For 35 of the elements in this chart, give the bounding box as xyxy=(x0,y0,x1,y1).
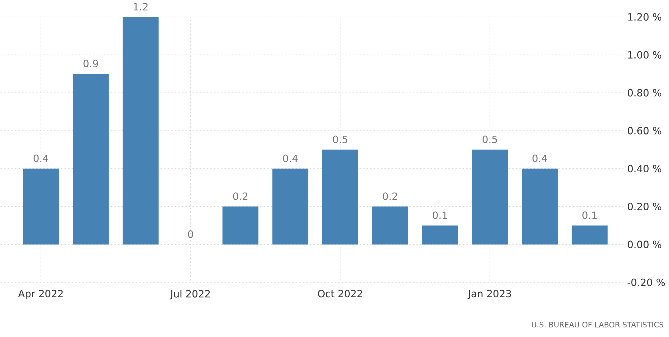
bar xyxy=(572,225,608,244)
data-label: 0.4 xyxy=(34,154,48,162)
y-tick-label: 0.60 % xyxy=(628,126,662,134)
data-label: 1.2 xyxy=(134,3,148,10)
y-tick-label: 0.80 % xyxy=(628,89,662,97)
y-tick-label: 1.20 % xyxy=(628,13,662,21)
y-tick-label: 0.40 % xyxy=(628,164,662,172)
x-tick-label: Jul 2022 xyxy=(170,290,210,300)
data-label: 0.5 xyxy=(333,136,348,144)
data-label: 0.5 xyxy=(482,136,498,144)
bar xyxy=(472,150,508,244)
x-tick-label: Apr 2022 xyxy=(18,290,63,300)
data-label: 0.1 xyxy=(582,211,597,219)
data-label: 0.4 xyxy=(532,154,548,162)
data-label: 0 xyxy=(188,230,194,238)
bar xyxy=(422,225,458,244)
y-tick-label: 1.00 % xyxy=(628,51,662,59)
bar xyxy=(23,168,60,244)
bar xyxy=(322,150,358,244)
bar xyxy=(522,168,558,244)
y-tick-label: -0.20 % xyxy=(628,278,666,286)
bar xyxy=(272,168,309,244)
y-tick-label: 0.20 % xyxy=(628,202,662,210)
x-tick-label: Jan 2023 xyxy=(468,290,512,300)
data-label: 0.2 xyxy=(383,192,398,200)
bar xyxy=(73,74,109,244)
x-tick-label: Oct 2022 xyxy=(318,290,362,298)
y-tick-label: 0.00 % xyxy=(628,240,662,248)
bar xyxy=(372,206,408,244)
bar xyxy=(222,206,259,244)
data-label: 0.9 xyxy=(84,60,98,68)
data-label: 0.4 xyxy=(283,154,298,162)
data-label: 0.2 xyxy=(233,192,248,200)
bar xyxy=(122,16,159,244)
data-label: 0.1 xyxy=(432,211,448,219)
